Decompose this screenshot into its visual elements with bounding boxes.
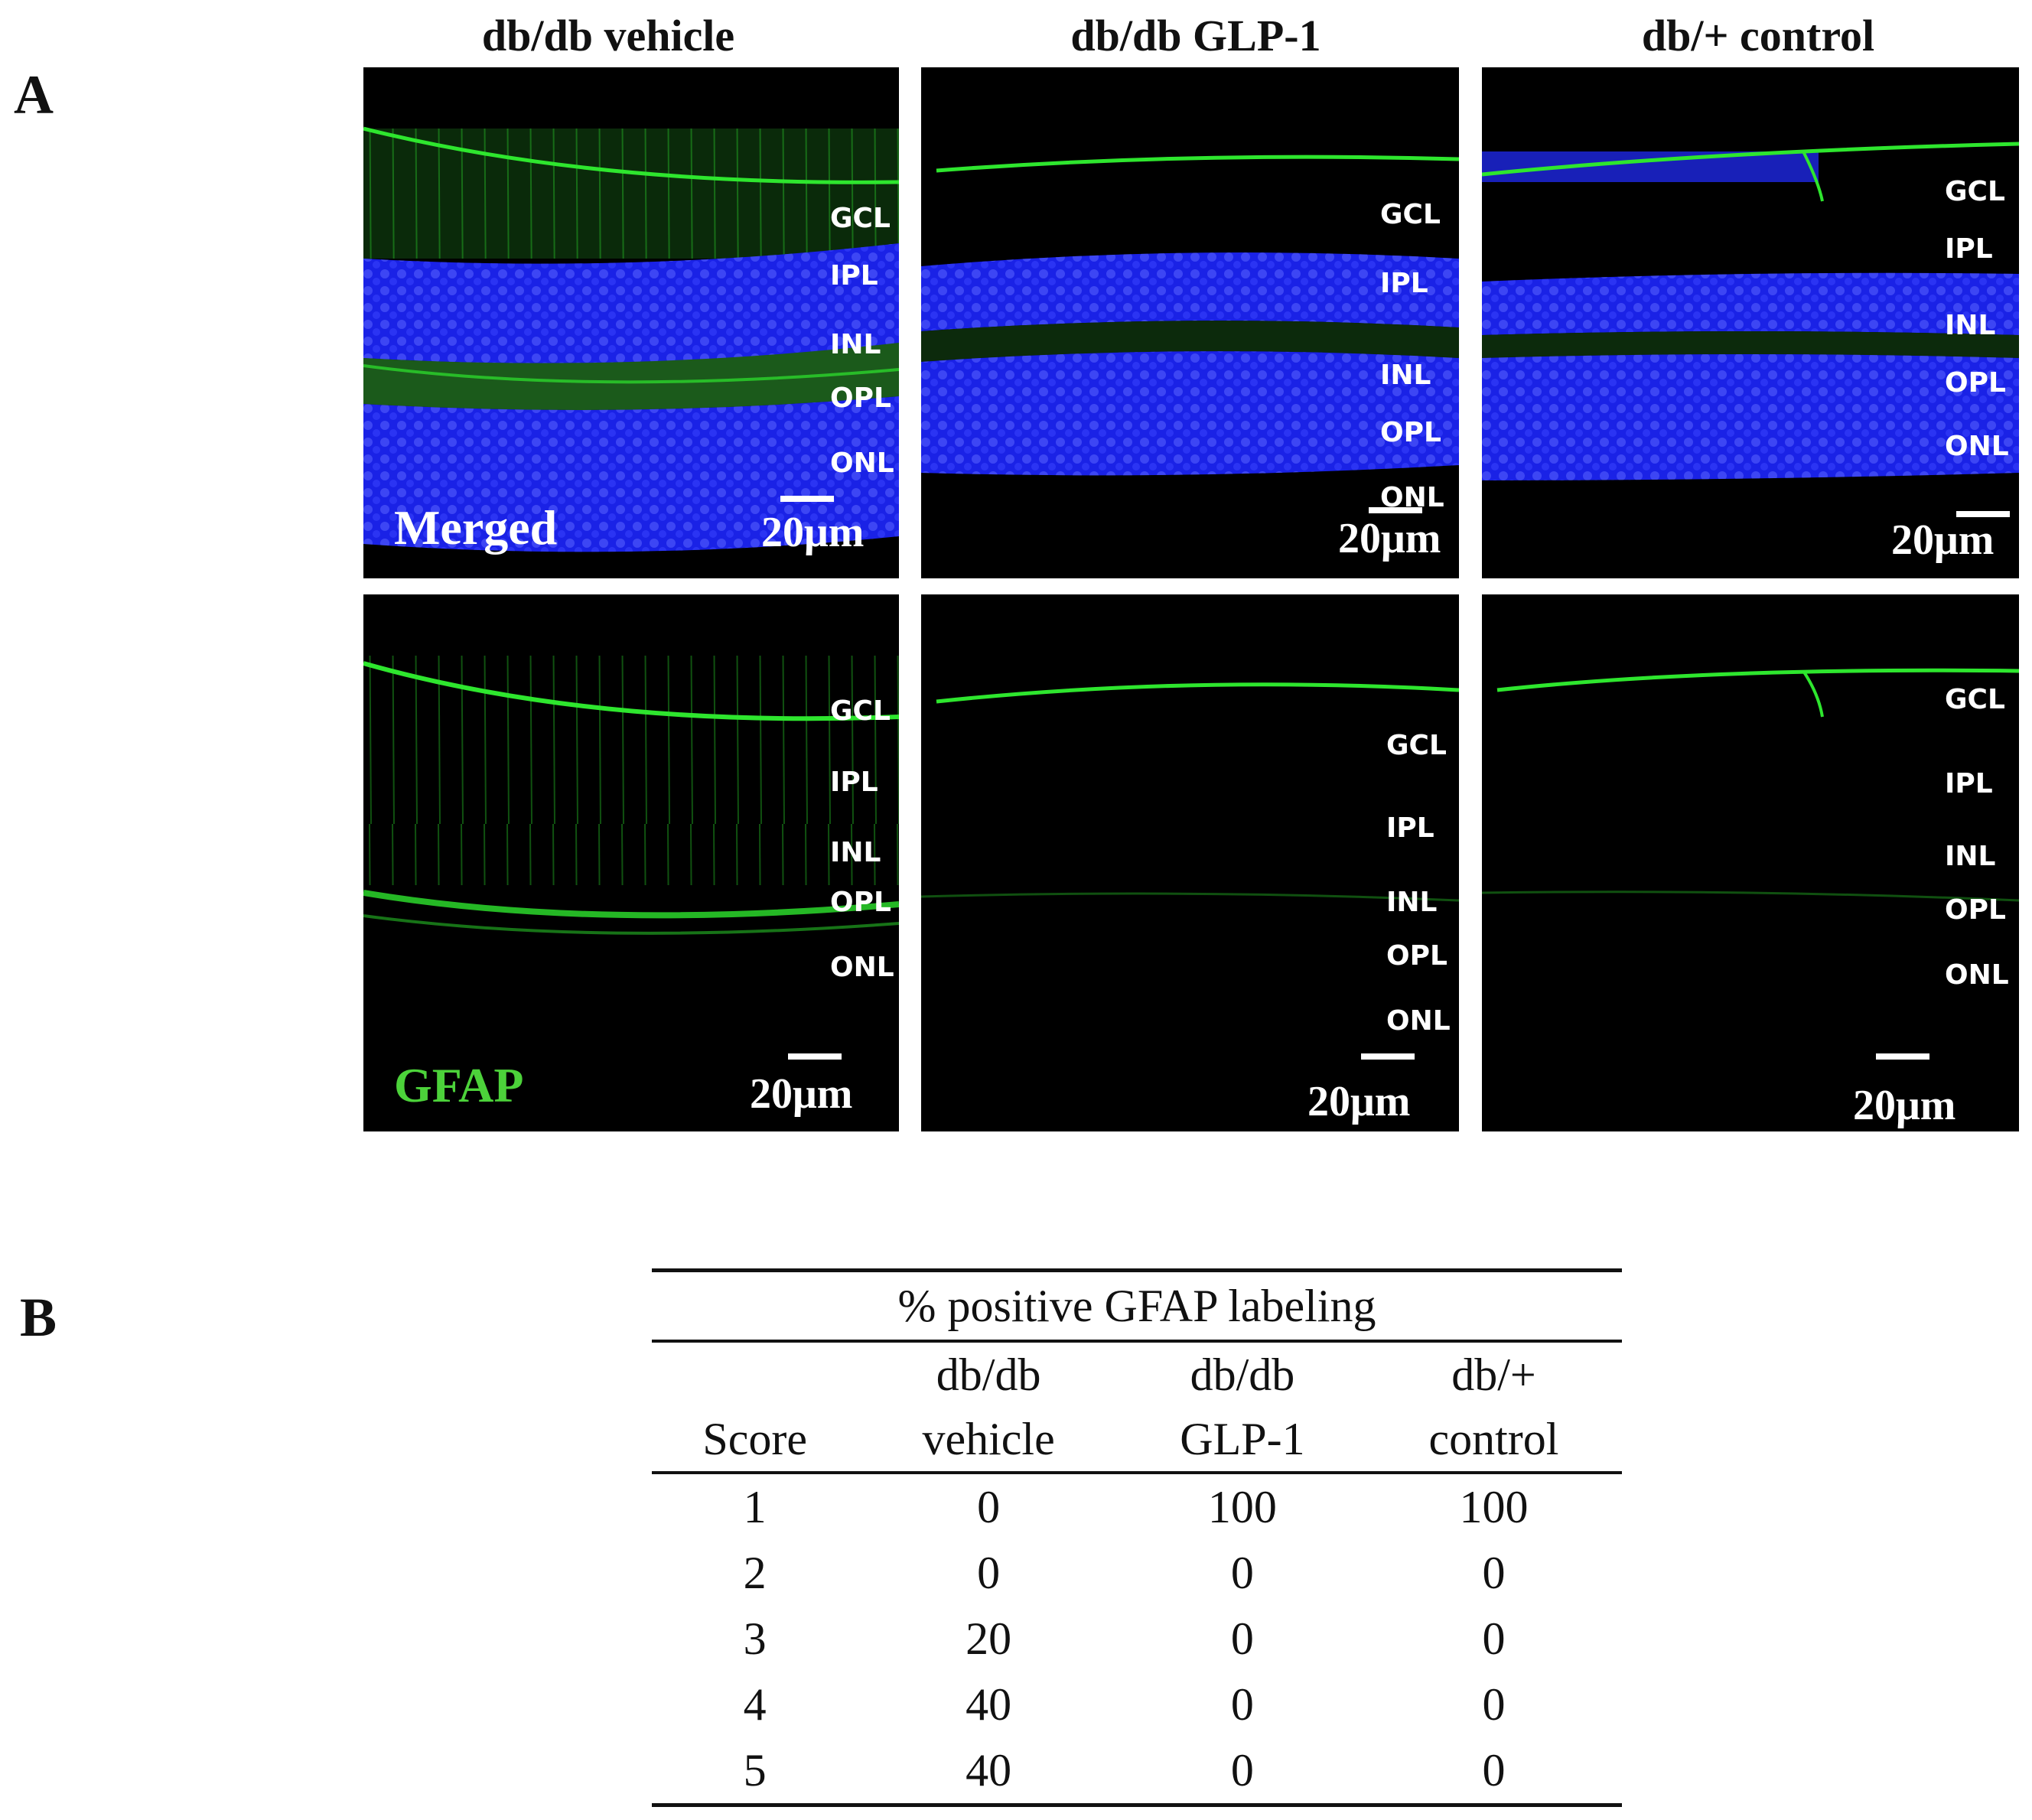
micrograph-gfap-col3: GCL IPL INL OPL ONL 20μm [1482, 594, 2019, 1131]
table-cell: 100 [1119, 1471, 1366, 1540]
header-score: Score [702, 1414, 807, 1464]
layer-label-ipl: IPL [830, 260, 878, 291]
layer-label-inl: INL [1380, 360, 1431, 391]
table-row: 5 40 0 0 [652, 1737, 1622, 1807]
table-row: 1 0 100 100 [652, 1471, 1622, 1540]
panel-b-label: B [20, 1287, 57, 1348]
table-cell: 3 [743, 1613, 767, 1664]
scale-bar-label: 20μm [761, 509, 865, 556]
header-line2-db-db-glp1: GLP-1 [1180, 1414, 1305, 1464]
table-cell: 100 [1365, 1471, 1622, 1540]
scale-bar [1876, 1053, 1929, 1060]
layer-label-onl: ONL [1945, 959, 2009, 991]
layer-label-ipl: IPL [1380, 268, 1428, 299]
scale-bar-label: 20μm [1338, 515, 1441, 562]
micrograph-merged-col1: GCL IPL INL OPL ONL 20μm Merged [363, 67, 899, 578]
layer-label-onl: ONL [830, 952, 894, 983]
micrograph-merged-col3: GCL IPL INL OPL ONL 20μm [1482, 67, 2019, 578]
table-cell: 0 [858, 1471, 1119, 1540]
header-line2-db-control: control [1428, 1414, 1559, 1464]
table-cell: 0 [1482, 1679, 1506, 1730]
layer-label-gcl: GCL [830, 695, 891, 727]
header-line2-db-db-vehicle: vehicle [922, 1414, 1055, 1464]
layer-label-ipl: IPL [1945, 233, 1993, 265]
scale-bar-label: 20μm [750, 1070, 853, 1118]
scale-bar [788, 1053, 842, 1060]
column-header-db-control: db/+ control [1641, 11, 1875, 60]
layer-label-gcl: GCL [1945, 684, 2005, 715]
header-line1-db-control: db/+ [1365, 1340, 1622, 1407]
layer-label-onl: ONL [1945, 431, 2009, 462]
scale-bar [1369, 507, 1422, 513]
micrograph-merged-col2: GCL IPL INL OPL ONL 20μm [921, 67, 1459, 578]
table-cell: 1 [652, 1471, 858, 1540]
layer-label-onl: ONL [1380, 482, 1444, 513]
layer-label-opl: OPL [1945, 894, 2006, 926]
table-cell: 40 [966, 1679, 1012, 1730]
scale-bar [1361, 1053, 1415, 1060]
table-cell: 0 [1119, 1737, 1366, 1807]
table-cell: 2 [743, 1548, 767, 1598]
layer-label-opl: OPL [1386, 940, 1447, 972]
micrograph-gfap-col1: GCL IPL INL OPL ONL 20μm GFAP [363, 594, 899, 1131]
table-cell: 20 [966, 1613, 1012, 1664]
micrograph-gfap-col2: GCL IPL INL OPL ONL 20μm [921, 594, 1459, 1131]
table-cell: 0 [1482, 1613, 1506, 1664]
stain-label-merged: Merged [394, 500, 558, 555]
layer-label-inl: INL [1945, 310, 1996, 341]
column-header-db-db-glp1: db/db GLP-1 [1070, 11, 1321, 60]
layer-label-ipl: IPL [1945, 768, 1993, 799]
table-cell: 4 [743, 1679, 767, 1730]
layer-label-opl: OPL [830, 383, 891, 414]
layer-label-ipl: IPL [830, 767, 878, 798]
table-cell: 0 [977, 1548, 1001, 1598]
layer-label-gcl: GCL [1945, 176, 2005, 207]
table-cell: 0 [1230, 1613, 1254, 1664]
layer-label-ipl: IPL [1386, 812, 1434, 844]
table-cell: 0 [1482, 1548, 1506, 1598]
table-cell: 40 [858, 1737, 1119, 1807]
stain-label-gfap: GFAP [394, 1058, 524, 1112]
layer-label-opl: OPL [1380, 417, 1441, 448]
table-cell: 0 [1365, 1737, 1622, 1807]
table-title: % positive GFAP labeling [652, 1268, 1622, 1341]
table-cell: 5 [652, 1737, 858, 1807]
layer-label-inl: INL [830, 329, 881, 360]
layer-label-gcl: GCL [1380, 199, 1441, 230]
panel-a-label: A [14, 64, 54, 125]
layer-label-inl: INL [1386, 887, 1438, 918]
header-line1-db-db-glp1: db/db [1119, 1340, 1366, 1407]
gfap-labeling-table: % positive GFAP labeling db/db db/db db/… [652, 1268, 1622, 1807]
scale-bar-label: 20μm [1853, 1082, 1956, 1129]
header-line1-score [652, 1340, 858, 1407]
column-header-db-db-vehicle: db/db vehicle [481, 11, 735, 60]
scale-bar [1956, 511, 2010, 517]
table-cell: 0 [1230, 1679, 1254, 1730]
layer-label-onl: ONL [1386, 1005, 1451, 1037]
scale-bar [780, 496, 834, 502]
layer-label-inl: INL [1945, 841, 1996, 872]
layer-label-opl: OPL [1945, 367, 2006, 399]
layer-label-gcl: GCL [1386, 730, 1447, 761]
header-line1-db-db-vehicle: db/db [858, 1340, 1119, 1407]
table-cell: 0 [1230, 1548, 1254, 1598]
layer-label-opl: OPL [830, 887, 891, 918]
layer-label-gcl: GCL [830, 203, 891, 234]
table-row: 4 40 0 0 [652, 1672, 1622, 1737]
table-row: 3 20 0 0 [652, 1606, 1622, 1672]
layer-label-inl: INL [830, 837, 881, 868]
scale-bar-label: 20μm [1307, 1078, 1411, 1125]
layer-label-onl: ONL [830, 448, 894, 479]
scale-bar-label: 20μm [1891, 516, 1995, 564]
table-row: 2 0 0 0 [652, 1540, 1622, 1606]
